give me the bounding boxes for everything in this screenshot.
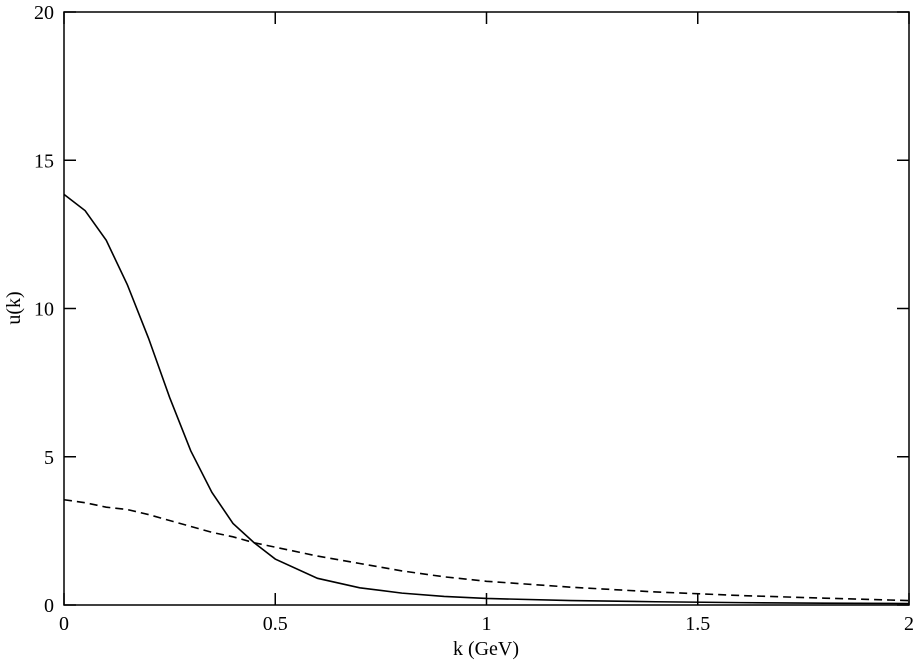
series-line <box>63 193 910 605</box>
series-line <box>63 498 910 602</box>
x-tick-label: 1.5 <box>685 613 710 635</box>
y-axis-label: u(k) <box>3 291 25 324</box>
plot-frame <box>63 11 910 606</box>
x-axis-label: k (GeV) <box>453 638 519 660</box>
y-tick-label: 10 <box>34 299 54 321</box>
x-tick-label: 1 <box>482 613 492 635</box>
x-tick-label: 0.5 <box>263 613 288 635</box>
y-tick-label: 0 <box>44 595 54 617</box>
y-tick-label: 20 <box>34 2 54 24</box>
x-tick-label: 2 <box>904 613 914 635</box>
y-tick-label: 15 <box>34 150 54 172</box>
y-tick-label: 5 <box>44 447 54 469</box>
x-tick-label: 0 <box>59 613 69 635</box>
